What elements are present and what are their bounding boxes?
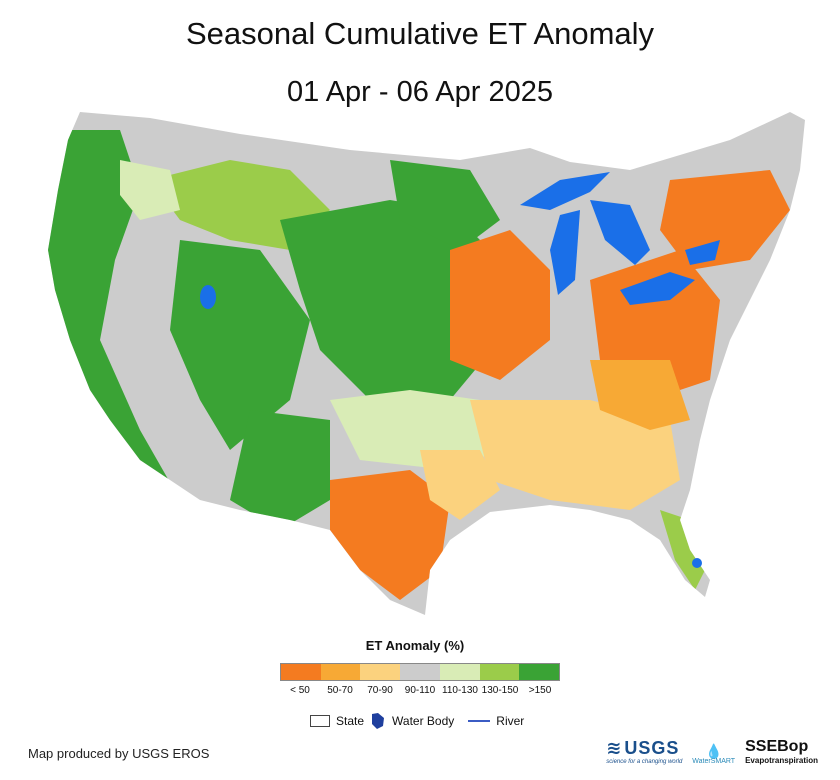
great-lakes [520, 172, 720, 305]
usgs-tagline: science for a changing world [606, 759, 683, 765]
legend-tick-label: 130-150 [481, 685, 519, 696]
legend-title: ET Anomaly (%) [365, 638, 465, 653]
conus-map [30, 100, 830, 630]
ssebop-subtitle: Evapotranspiration [745, 756, 818, 765]
usgs-logo: USGS science for a changing world [606, 738, 682, 765]
river-symbol-icon [468, 720, 491, 722]
state-symbol-icon [310, 715, 330, 727]
logos: USGS science for a changing world 💧 Wate… [606, 738, 818, 765]
legend-swatch [360, 664, 401, 680]
legend-tick-label: < 50 [290, 685, 310, 696]
legend-tick-label: 90-110 [404, 685, 436, 696]
legend-swatch [320, 664, 361, 680]
water-body-icon [370, 712, 386, 730]
ssebop-wordmark: SSEBop [745, 738, 809, 755]
legend-swatch [281, 664, 321, 680]
ssebop-logo: SSEBop Evapotranspiration [745, 738, 818, 765]
legend-swatch [519, 664, 560, 680]
map-title: Seasonal Cumulative ET Anomaly [185, 16, 655, 51]
map-date-range: 01 Apr - 06 Apr 2025 [286, 76, 554, 108]
legend-ticks: < 50 50-70 70-90 90-110 110-130 130-150 >150 [280, 685, 560, 696]
legend-tick-label: >150 [528, 685, 552, 696]
credit-text: Map produced by USGS EROS [28, 746, 210, 761]
legend-swatch [479, 664, 520, 680]
legend-tick-label: 50-70 [327, 685, 353, 696]
legend-tick-label: 110-130 [442, 685, 478, 696]
watersmart-logo: 💧 WaterSMART [692, 744, 735, 765]
legend: ET Anomaly (%) < 50 50-70 70-90 90-110 110-1… [280, 638, 560, 696]
legend-swatch [400, 664, 440, 680]
watersmart-wordmark: WaterSMART [692, 758, 736, 765]
water-drop-icon: 💧 [704, 743, 723, 759]
symbol-legend: State Water Body River [310, 712, 524, 730]
river-label: River [496, 714, 525, 728]
usgs-wordmark: USGS [606, 738, 679, 759]
legend-swatch [439, 664, 480, 680]
state-symbol-label: State [336, 714, 365, 728]
water-body-label: Water Body [392, 714, 455, 728]
map-canvas [48, 112, 805, 615]
legend-swatches [280, 663, 560, 681]
legend-tick-label: 70-90 [367, 685, 393, 696]
